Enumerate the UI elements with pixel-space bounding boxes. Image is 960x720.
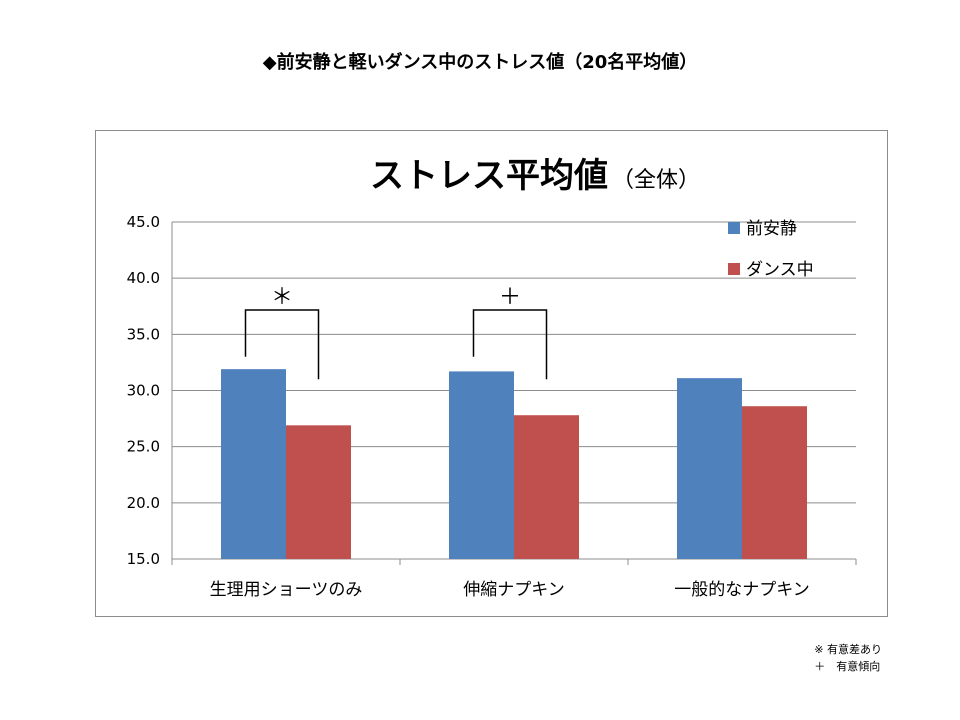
bar-dance-1 — [514, 415, 579, 559]
chart-title: ストレス平均値 — [370, 156, 608, 196]
significance-bracket — [244, 309, 320, 380]
footnotes: ※ 有意差あり ＋ 有意傾向 — [814, 641, 882, 675]
bar-pre-rest-2 — [677, 378, 742, 559]
x-tick-label: 一般的なナプキン — [674, 580, 810, 600]
x-tick-label: 生理用ショーツのみ — [210, 580, 363, 600]
bar-pre-rest-1 — [449, 371, 514, 559]
y-tick-label: 25.0 — [127, 438, 160, 456]
bar-dance-2 — [742, 406, 807, 559]
significance-bracket — [472, 309, 548, 380]
y-tick-label: 15.0 — [127, 550, 160, 568]
y-tick-label: 40.0 — [127, 269, 160, 287]
significance-mark: ＋ — [499, 285, 521, 310]
y-tick-label: 30.0 — [127, 382, 160, 400]
chart-subtitle: （全体） — [612, 168, 701, 193]
legend-swatch — [728, 263, 740, 275]
legend-label: ダンス中 — [746, 260, 814, 280]
y-tick-label: 45.0 — [127, 213, 160, 231]
bar-dance-0 — [286, 425, 351, 559]
bar-pre-rest-0 — [221, 369, 286, 559]
x-tick-label: 伸縮ナプキン — [463, 580, 565, 600]
legend-label: 前安静 — [746, 219, 797, 239]
y-tick-label: 20.0 — [127, 494, 160, 512]
footnote-trend: ＋ 有意傾向 — [814, 660, 881, 673]
slide-title: ◆前安静と軽いダンス中のストレス値（20名平均値） — [262, 52, 698, 73]
legend-swatch — [728, 222, 740, 234]
chart-title-group: ストレス平均値 （全体） — [370, 148, 700, 197]
significance-mark: ＊ — [271, 285, 293, 310]
footnote-significant: ※ 有意差あり — [814, 643, 882, 656]
y-tick-label: 35.0 — [127, 325, 160, 343]
